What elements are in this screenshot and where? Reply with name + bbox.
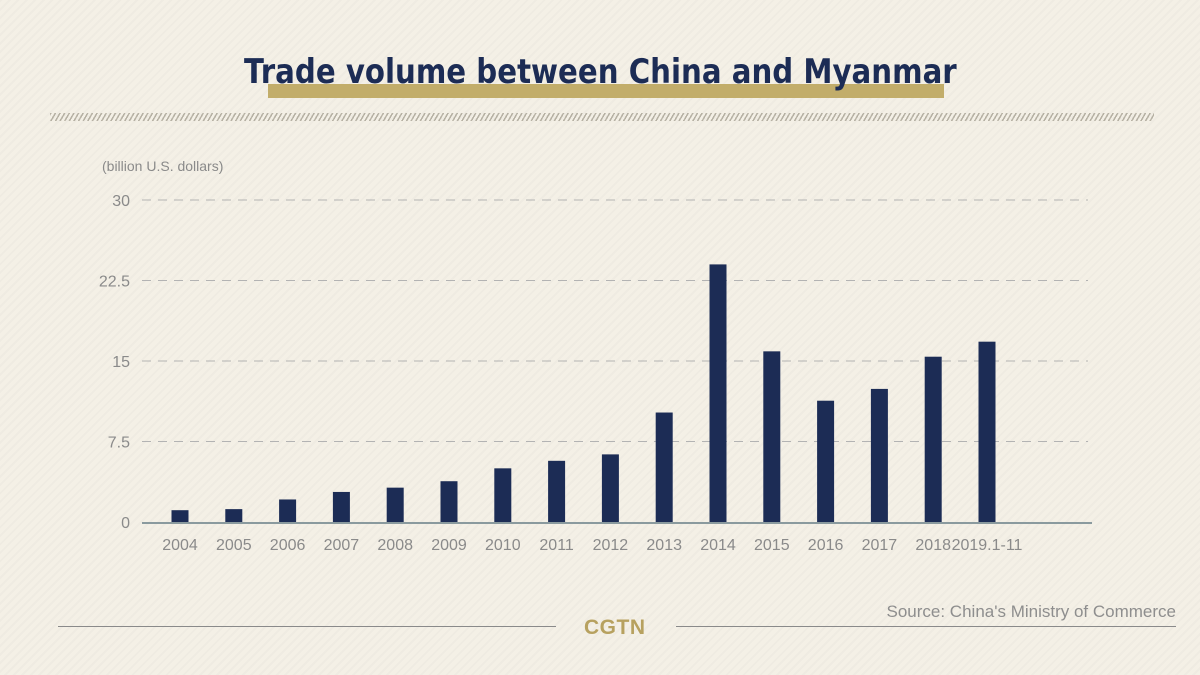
x-tick-label: 2009	[431, 537, 467, 554]
bar	[870, 388, 888, 522]
bar-chart: 0 7.5 15 22.5 30 2004 2005 2006 2007 2008 2009 2010…	[99, 193, 1092, 554]
x-tick-label: 2016	[808, 537, 844, 554]
y-tick-label: 15	[112, 354, 130, 371]
y-axis-unit-label: (billion U.S. dollars)	[102, 158, 224, 174]
bar	[386, 487, 404, 522]
x-tick-label: 2010	[485, 537, 521, 554]
bar	[440, 481, 458, 522]
bar	[817, 400, 835, 522]
hatch-divider	[50, 113, 1154, 121]
bar	[494, 468, 512, 522]
bar	[655, 412, 673, 522]
x-tick-label: 2017	[862, 537, 898, 554]
bar	[978, 341, 996, 522]
x-tick-label: 2013	[646, 537, 682, 554]
x-tick-label: 2006	[270, 537, 306, 554]
bar	[171, 510, 189, 522]
bar	[763, 351, 781, 522]
page-title: Trade volume between China and Myanmar	[243, 52, 957, 92]
source-note: Source: China's Ministry of Commerce	[886, 602, 1177, 621]
x-tick-label: 2011	[539, 537, 574, 554]
brand-logo: CGTN	[584, 616, 646, 639]
x-tick-label: 2005	[216, 537, 252, 554]
bar	[709, 264, 727, 522]
x-tick-label: 2004	[162, 537, 198, 554]
y-tick-label: 30	[112, 193, 130, 210]
bar	[548, 460, 566, 522]
x-tick-label: 2014	[700, 537, 736, 554]
y-tick-label: 22.5	[99, 274, 130, 291]
title-wrap: Trade volume between China and Myanmar	[0, 52, 1200, 92]
y-tick-label: 7.5	[108, 435, 130, 452]
footer-line-right	[676, 626, 1176, 627]
x-tick-label: 2012	[593, 537, 629, 554]
bar	[924, 356, 942, 522]
title-highlight	[268, 84, 944, 98]
footer-line-left	[58, 626, 556, 627]
x-tick-label: 2015	[754, 537, 790, 554]
bar	[225, 509, 243, 522]
bar	[279, 499, 297, 522]
bar	[601, 454, 619, 522]
bar	[332, 491, 350, 522]
x-tick-label: 2007	[324, 537, 360, 554]
x-tick-label: 2008	[377, 537, 413, 554]
x-tick-label: 2018	[915, 537, 951, 554]
x-tick-label: 2019.1-11	[952, 537, 1023, 554]
y-tick-label: 0	[121, 515, 130, 532]
